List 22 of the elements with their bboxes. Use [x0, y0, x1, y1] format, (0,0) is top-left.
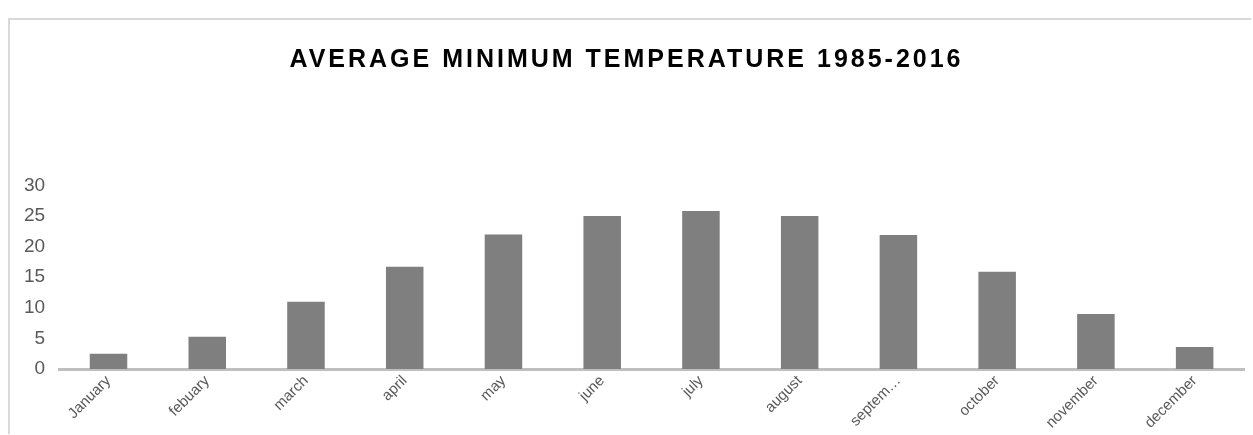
bar: [484, 234, 523, 370]
bar: [188, 336, 226, 370]
bar: [89, 353, 128, 370]
y-tick-label: 30: [23, 173, 46, 195]
bar: [1175, 347, 1214, 370]
bar: [1077, 314, 1115, 370]
y-tick-label: 20: [23, 234, 46, 256]
bar: [682, 211, 720, 370]
y-tick-label: 25: [23, 204, 46, 226]
chart-title: AVERAGE MINIMUM TEMPERATURE 1985-2016: [288, 44, 965, 73]
bar: [879, 235, 918, 370]
bar: [287, 301, 325, 370]
y-tick-label: 10: [23, 296, 46, 318]
bar: [385, 266, 424, 370]
x-tick-label: may: [476, 371, 509, 404]
bar: [978, 271, 1016, 370]
bar: [780, 216, 819, 370]
y-tick-label: 15: [23, 265, 46, 287]
y-tick-label: 0: [34, 357, 46, 379]
x-tick-label: july: [677, 371, 707, 401]
y-tick-label: 5: [34, 326, 46, 348]
bar: [583, 216, 621, 370]
